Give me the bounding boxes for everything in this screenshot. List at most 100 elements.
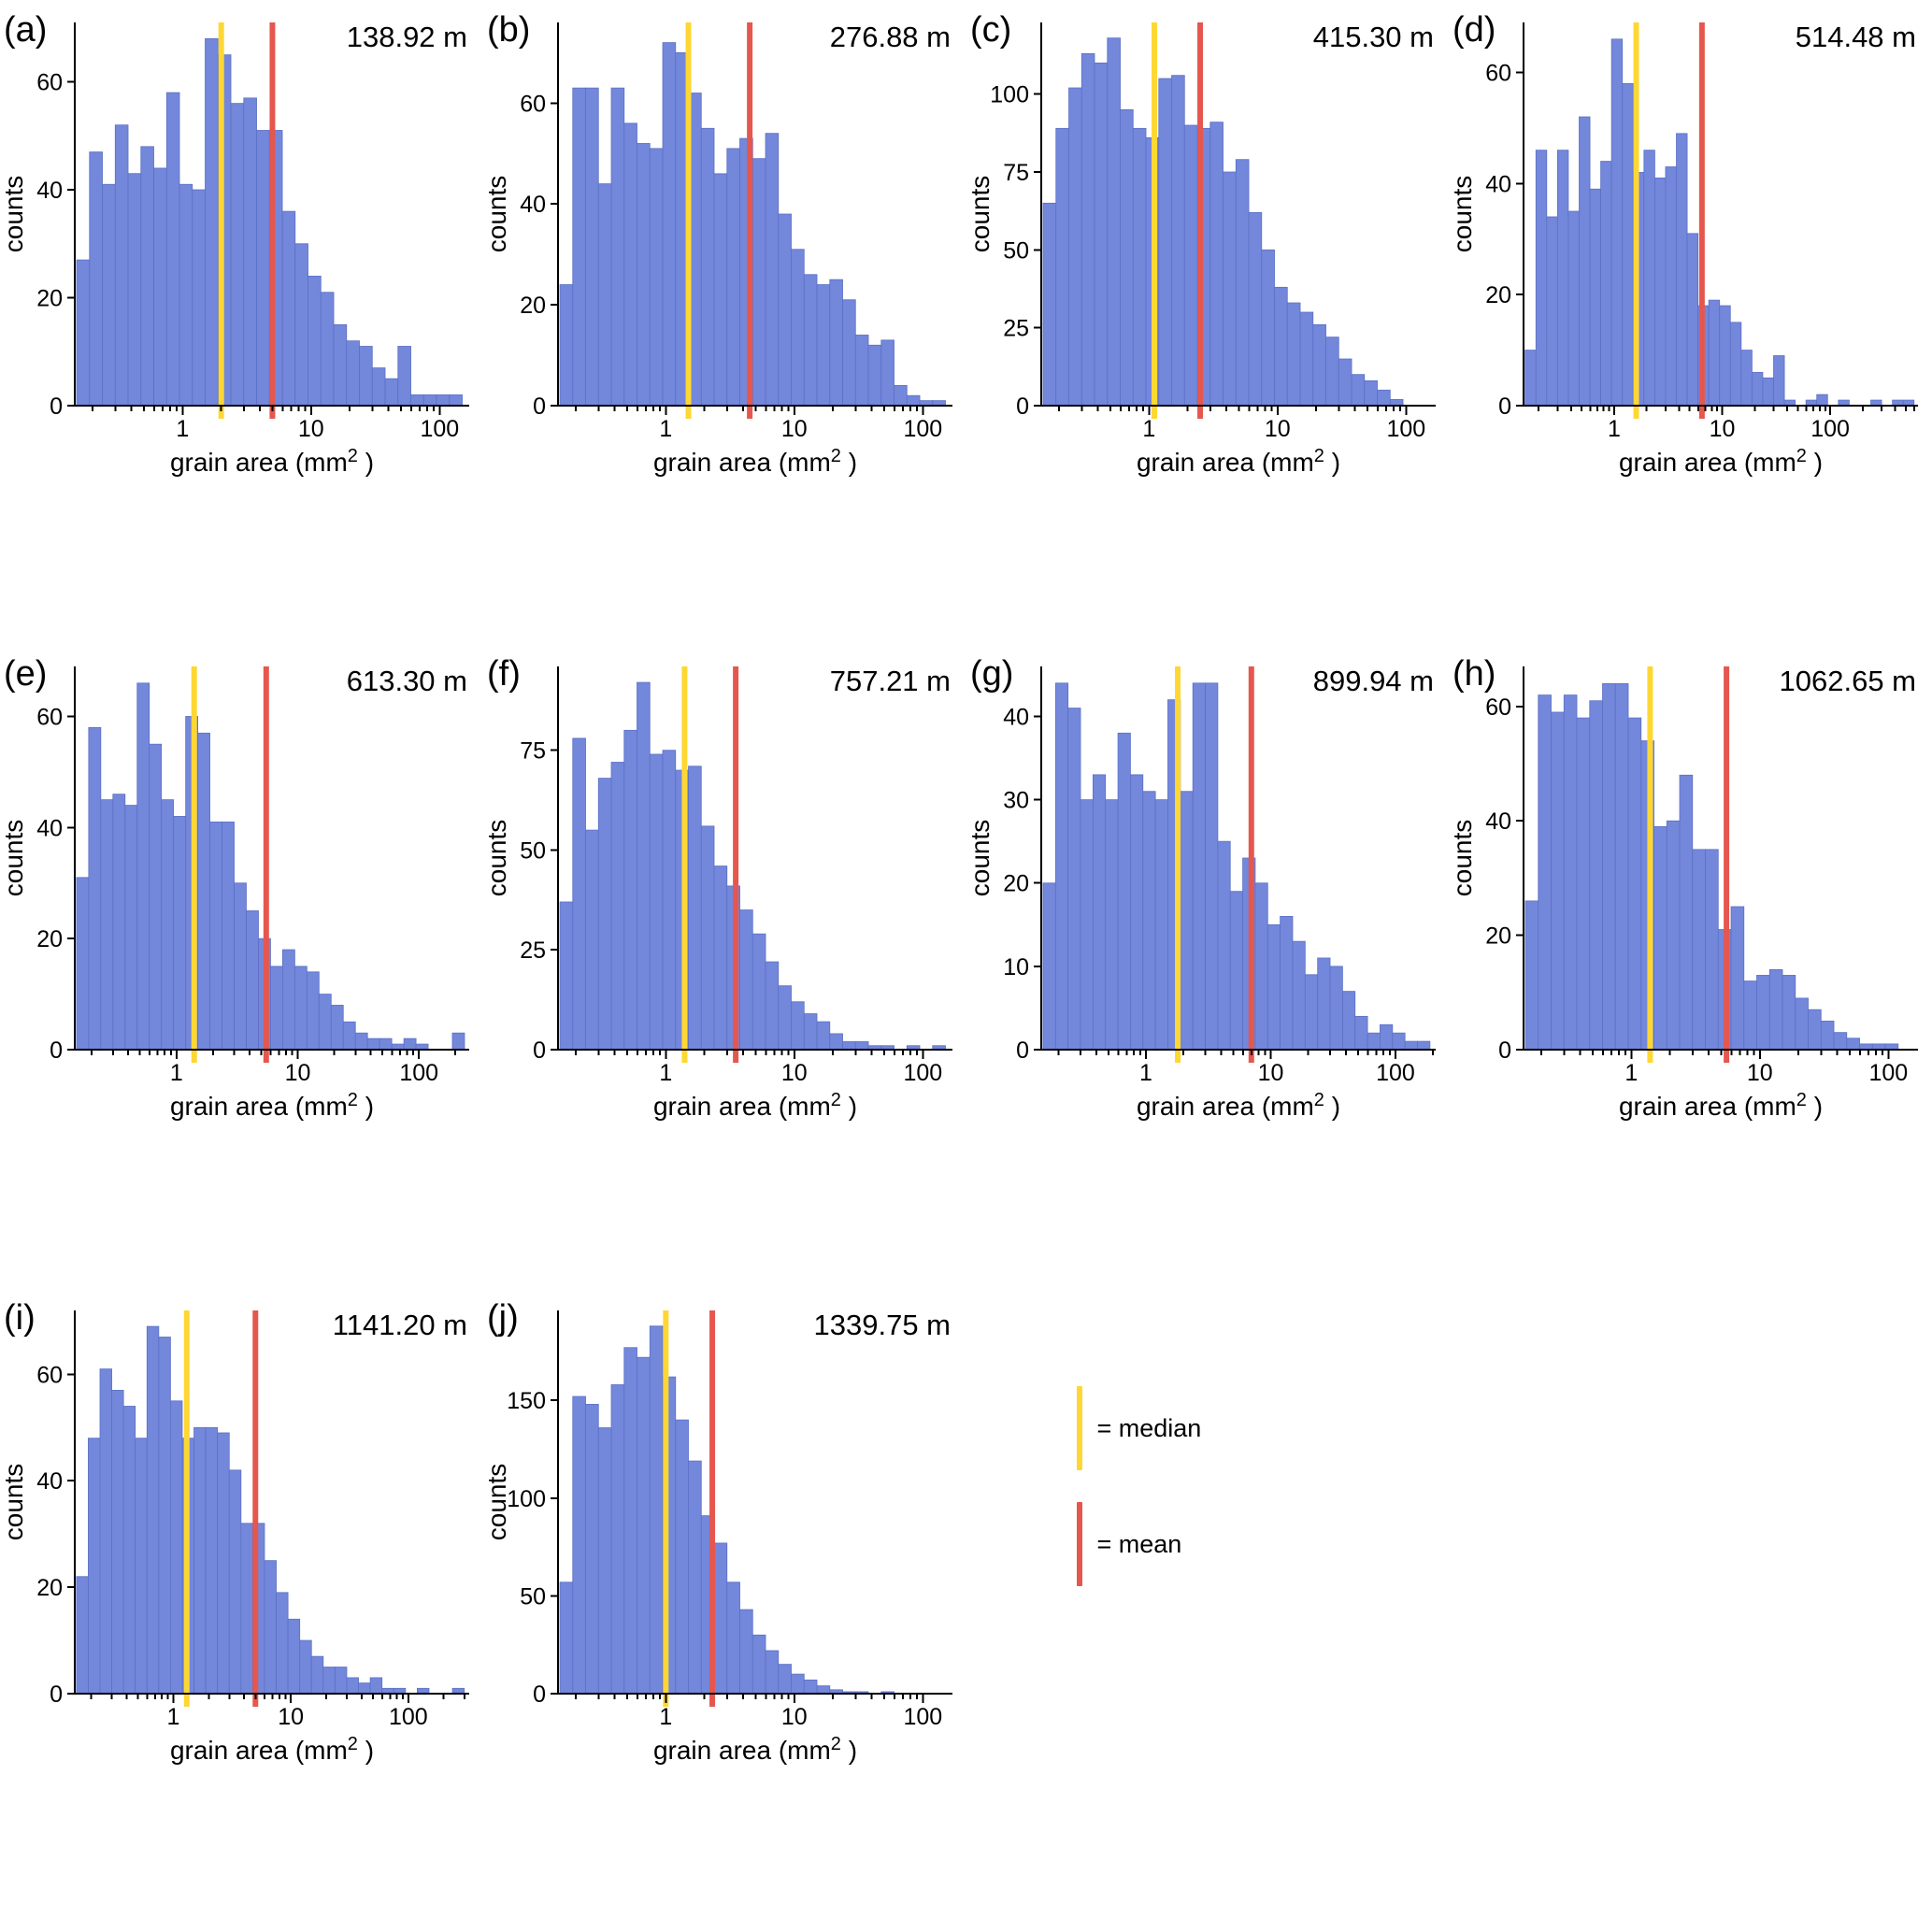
histogram-bar — [1679, 774, 1694, 1051]
x-tick-label: 1 — [1139, 1060, 1152, 1086]
histogram-bar — [281, 949, 295, 1051]
histogram-bar — [384, 378, 399, 407]
histogram-bar — [816, 284, 830, 407]
histogram-bar — [1170, 75, 1185, 407]
histogram-bar — [1719, 305, 1731, 407]
histogram-bar — [1795, 997, 1810, 1051]
histogram-bar — [1042, 202, 1056, 407]
panel-letter: (d) — [1453, 10, 1496, 50]
y-axis-title: counts — [1449, 820, 1477, 897]
tick-marks — [550, 1399, 924, 1703]
histogram-svg: 1 10 100 0 20 40 60 grain area (mm2 ) counts (h) 1… — [1449, 654, 1919, 1121]
histogram-bar — [358, 1682, 371, 1695]
histogram-bar — [449, 394, 463, 407]
histogram-bar — [342, 1021, 356, 1051]
bars — [76, 1325, 465, 1695]
histogram-bar — [713, 866, 727, 1051]
histogram-bar — [649, 148, 664, 407]
histogram-bar — [165, 92, 180, 407]
histogram-bar — [778, 985, 792, 1051]
y-tick-label: 10 — [1003, 954, 1029, 980]
histogram-svg: 1 10 100 0 20 40 60 grain area (mm2 ) counts (d) 5… — [1449, 10, 1919, 477]
histogram-bar — [597, 1427, 612, 1695]
median-line-swatch — [1076, 1386, 1082, 1470]
mean-line-swatch — [1076, 1502, 1082, 1586]
y-tick-label: 50 — [520, 837, 546, 864]
histogram-panel-e: 1 10 100 0 20 40 60 grain area (mm2 ) counts (e) 6… — [0, 644, 483, 1288]
y-tick-label: 75 — [520, 738, 546, 765]
histogram-bar — [1600, 161, 1612, 407]
histogram-bar — [1363, 379, 1378, 407]
histogram-bar — [1627, 717, 1642, 1051]
histogram-bar — [306, 971, 320, 1051]
histogram-bar — [318, 994, 332, 1051]
histogram-bar — [559, 1581, 573, 1695]
histogram-panel-a: 1 10 100 0 20 40 60 grain area (mm2 ) counts (a) 1… — [0, 0, 483, 644]
histogram-bar — [1080, 799, 1094, 1051]
histogram-bar — [1769, 968, 1783, 1051]
histogram-bar — [1183, 124, 1197, 407]
histogram-bar — [1092, 774, 1106, 1051]
depth-label: 415.30 m — [1312, 21, 1433, 53]
tick-marks — [550, 102, 924, 415]
histogram-bar — [153, 167, 167, 407]
histogram-bar — [287, 1618, 301, 1695]
tick-marks — [1033, 93, 1407, 415]
histogram-bar — [122, 1406, 136, 1695]
panel-letter: (e) — [4, 654, 47, 694]
y-axis-title: counts — [1449, 176, 1477, 253]
histogram-bar — [636, 143, 651, 407]
y-tick-label: 100 — [507, 1486, 546, 1512]
histogram-bar — [114, 124, 129, 407]
histogram-bar — [1066, 708, 1080, 1051]
histogram-bar — [76, 259, 91, 407]
histogram-bar — [1557, 150, 1569, 407]
x-axis-title: grain area (mm2 ) — [1619, 1090, 1823, 1121]
legend-item-median: = median — [1076, 1386, 1450, 1470]
y-tick-label: 60 — [1485, 60, 1511, 86]
histogram-bar — [1141, 791, 1156, 1051]
y-tick-label: 40 — [520, 192, 546, 218]
y-axis-title: counts — [0, 1464, 28, 1541]
histogram-bar — [1222, 171, 1237, 407]
histogram-bar — [1589, 700, 1604, 1051]
histogram-bar — [135, 1438, 148, 1695]
bars — [1042, 682, 1430, 1051]
histogram-bar — [294, 243, 308, 407]
histogram-bar — [264, 1560, 277, 1695]
histogram-bar — [726, 148, 740, 407]
tick-marks — [1516, 71, 1916, 415]
histogram-bar — [1279, 915, 1293, 1051]
histogram-bar — [559, 901, 573, 1051]
histogram-bar — [222, 821, 235, 1051]
histogram-bar — [662, 42, 676, 407]
histogram-bar — [299, 1639, 312, 1695]
histogram-bar — [1667, 820, 1681, 1051]
histogram-bar — [1643, 150, 1656, 407]
histogram-bar — [765, 961, 779, 1051]
tick-marks — [67, 1373, 465, 1703]
histogram-bar — [1692, 849, 1707, 1051]
x-tick-label: 1 — [659, 416, 672, 442]
histogram-bar — [1311, 323, 1326, 407]
x-tick-label: 1 — [166, 1704, 179, 1730]
histogram-bar — [88, 726, 102, 1051]
histogram-bar — [841, 299, 856, 407]
histogram-bar — [829, 279, 843, 407]
histogram-bar — [1576, 717, 1591, 1051]
histogram-bar — [1752, 371, 1764, 407]
histogram-bar — [1157, 78, 1172, 407]
x-tick-label: 100 — [903, 1704, 942, 1730]
histogram-bar — [88, 1438, 101, 1695]
histogram-bar — [1622, 82, 1634, 407]
histogram-bar — [217, 1432, 230, 1695]
histogram-bar — [1341, 991, 1355, 1051]
histogram-svg: 1 10 100 0 20 40 60 grain area (mm2 ) counts (i) 1… — [0, 1298, 469, 1765]
histogram-bar — [127, 173, 142, 407]
panel-letter: (g) — [970, 654, 1013, 694]
legend-median-label: = median — [1096, 1413, 1202, 1442]
histogram-bar — [1119, 108, 1134, 407]
histogram-bar — [158, 1337, 171, 1695]
histogram-bar — [1353, 1015, 1367, 1051]
